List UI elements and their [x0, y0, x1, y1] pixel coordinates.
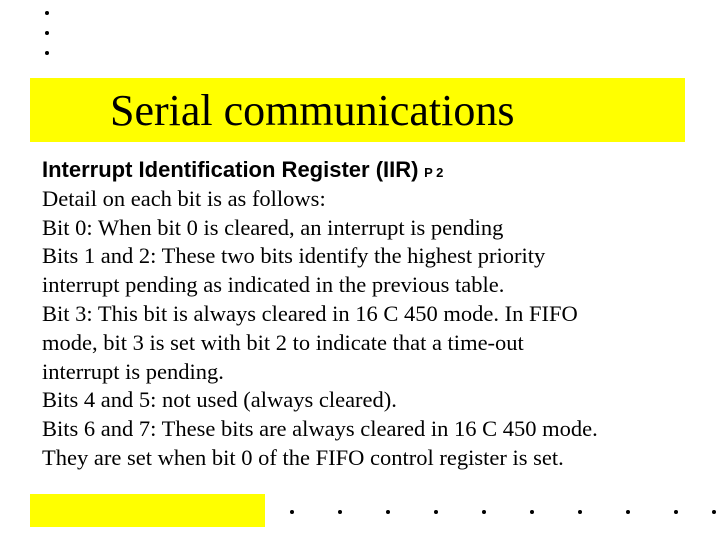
footer-bar [30, 494, 265, 527]
body-line: mode, bit 3 is set with bit 2 to indicat… [42, 329, 682, 358]
decorative-dot [338, 510, 342, 514]
body-line: Bits 1 and 2: These two bits identify th… [42, 242, 682, 271]
decorative-dot [530, 510, 534, 514]
decorative-dot [434, 510, 438, 514]
register-heading: Interrupt Identification Register (IIR) [42, 157, 418, 182]
body-line: interrupt pending as indicated in the pr… [42, 271, 682, 300]
decorative-dot [45, 11, 49, 15]
body-line: Bit 3: This bit is always cleared in 16 … [42, 300, 682, 329]
body-line: Detail on each bit is as follows: [42, 185, 682, 214]
slide-body: Interrupt Identification Register (IIR) … [42, 156, 682, 473]
decorative-dot [482, 510, 486, 514]
title-bar: Serial communications [30, 78, 685, 142]
decorative-dot [386, 510, 390, 514]
body-line: Bits 4 and 5: not used (always cleared). [42, 386, 682, 415]
body-line: interrupt is pending. [42, 358, 682, 387]
decorative-dot [45, 31, 49, 35]
page-tag: P 2 [424, 165, 443, 180]
decorative-dot [674, 510, 678, 514]
decorative-dot [290, 510, 294, 514]
decorative-dot [626, 510, 630, 514]
body-line: Bits 6 and 7: These bits are always clea… [42, 415, 682, 444]
body-line: They are set when bit 0 of the FIFO cont… [42, 444, 682, 473]
slide-title: Serial communications [110, 85, 514, 136]
body-line: Bit 0: When bit 0 is cleared, an interru… [42, 214, 682, 243]
decorative-dot [712, 510, 716, 514]
decorative-dot [578, 510, 582, 514]
decorative-dot [45, 51, 49, 55]
body-heading-line: Interrupt Identification Register (IIR) … [42, 156, 682, 185]
